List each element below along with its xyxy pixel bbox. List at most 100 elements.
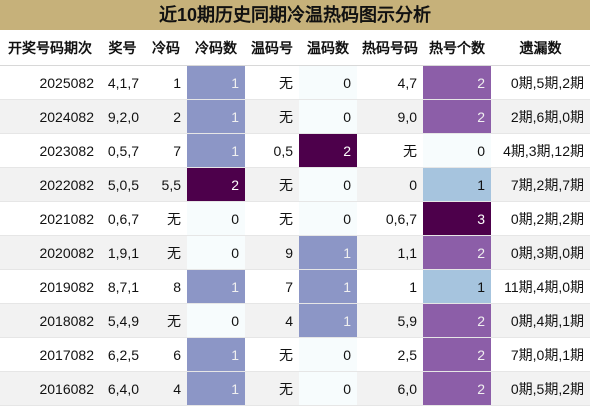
cell-hot-count: 2	[423, 303, 491, 338]
cell-cold-count: 0	[187, 235, 245, 270]
cell-hot: 无	[357, 133, 423, 168]
cell-cold-count: 1	[187, 65, 245, 100]
header-warm: 温码号	[245, 30, 299, 66]
cell-warm: 无	[245, 201, 299, 236]
table-row: 2025082 4,1,7 1 1 无 0 4,7 2 0期,5期,2期	[0, 65, 590, 100]
cell-hot: 9,0	[357, 99, 423, 134]
cell-cold: 4	[145, 371, 187, 406]
cell-cold: 无	[145, 201, 187, 236]
table-row: 2021082 0,6,7 无 0 无 0 0,6,7 3 0期,2期,2期	[0, 201, 590, 236]
cell-hot-count: 1	[423, 167, 491, 202]
cell-warm: 7	[245, 269, 299, 304]
cell-number: 6,2,5	[100, 337, 145, 372]
cell-miss: 7期,2期,7期	[491, 167, 590, 202]
header-row: 开奖号码期次 奖号 冷码 冷码数 温码号 温码数 热码号码 热号个数 遗漏数	[0, 30, 590, 66]
cell-miss: 4期,3期,12期	[491, 133, 590, 168]
table-row: 2019082 8,7,1 8 1 7 1 1 1 11期,4期,0期	[0, 269, 590, 304]
cell-number: 9,2,0	[100, 99, 145, 134]
cell-period: 2025082	[0, 65, 100, 100]
cell-warm-count: 1	[299, 269, 357, 304]
table-body: 2025082 4,1,7 1 1 无 0 4,7 2 0期,5期,2期 2024082 9,2,0…	[0, 65, 590, 406]
cell-cold-count: 1	[187, 269, 245, 304]
cell-warm-count: 0	[299, 99, 357, 134]
cell-miss: 7期,0期,1期	[491, 337, 590, 372]
cell-warm-count: 0	[299, 337, 357, 372]
header-warm-count: 温码数	[299, 30, 357, 66]
header-hot: 热码号码	[357, 30, 423, 66]
cell-cold: 无	[145, 303, 187, 338]
cell-number: 8,7,1	[100, 269, 145, 304]
cell-hot: 5,9	[357, 303, 423, 338]
cell-warm-count: 0	[299, 167, 357, 202]
cell-cold-count: 0	[187, 201, 245, 236]
cell-period: 2021082	[0, 201, 100, 236]
cell-period: 2024082	[0, 99, 100, 134]
cell-cold-count: 2	[187, 167, 245, 202]
cell-warm: 无	[245, 371, 299, 406]
cell-hot: 2,5	[357, 337, 423, 372]
cell-hot: 1,1	[357, 235, 423, 270]
cell-warm-count: 1	[299, 235, 357, 270]
cell-cold-count: 1	[187, 371, 245, 406]
cell-miss: 0期,4期,1期	[491, 303, 590, 338]
cell-warm: 9	[245, 235, 299, 270]
cell-warm: 无	[245, 167, 299, 202]
table-row: 2017082 6,2,5 6 1 无 0 2,5 2 7期,0期,1期	[0, 337, 590, 372]
cell-miss: 0期,5期,2期	[491, 65, 590, 100]
cell-warm: 无	[245, 99, 299, 134]
cell-period: 2017082	[0, 337, 100, 372]
cell-period: 2018082	[0, 303, 100, 338]
header-hot-count: 热号个数	[423, 30, 491, 66]
cell-period: 2019082	[0, 269, 100, 304]
cell-period: 2020082	[0, 235, 100, 270]
header-miss: 遗漏数	[491, 30, 590, 66]
header-cold: 冷码	[145, 30, 187, 66]
cell-number: 0,6,7	[100, 201, 145, 236]
cell-warm-count: 1	[299, 303, 357, 338]
cell-hot: 4,7	[357, 65, 423, 100]
cell-hot-count: 0	[423, 133, 491, 168]
table-row: 2022082 5,0,5 5,5 2 无 0 0 1 7期,2期,7期	[0, 167, 590, 202]
table-row: 2016082 6,4,0 4 1 无 0 6,0 2 0期,5期,2期	[0, 371, 590, 406]
cell-warm-count: 0	[299, 65, 357, 100]
cell-warm: 无	[245, 65, 299, 100]
header-number: 奖号	[100, 30, 145, 66]
cell-cold: 2	[145, 99, 187, 134]
cell-cold-count: 1	[187, 133, 245, 168]
cell-hot-count: 1	[423, 269, 491, 304]
table-row: 2020082 1,9,1 无 0 9 1 1,1 2 0期,3期,0期	[0, 235, 590, 270]
cell-miss: 2期,6期,0期	[491, 99, 590, 134]
table-row: 2024082 9,2,0 2 1 无 0 9,0 2 2期,6期,0期	[0, 99, 590, 134]
cell-hot-count: 2	[423, 337, 491, 372]
cell-cold: 5,5	[145, 167, 187, 202]
cell-hot-count: 2	[423, 371, 491, 406]
cell-hot: 0	[357, 167, 423, 202]
cell-hot: 0,6,7	[357, 201, 423, 236]
cell-number: 1,9,1	[100, 235, 145, 270]
cell-number: 6,4,0	[100, 371, 145, 406]
cell-number: 5,4,9	[100, 303, 145, 338]
cell-miss: 0期,3期,0期	[491, 235, 590, 270]
cell-number: 5,0,5	[100, 167, 145, 202]
table-row: 2023082 0,5,7 7 1 0,5 2 无 0 4期,3期,12期	[0, 133, 590, 168]
cell-cold: 6	[145, 337, 187, 372]
cell-period: 2023082	[0, 133, 100, 168]
cell-cold-count: 1	[187, 99, 245, 134]
cell-period: 2022082	[0, 167, 100, 202]
cell-hot-count: 2	[423, 99, 491, 134]
cell-cold-count: 0	[187, 303, 245, 338]
cell-cold-count: 1	[187, 337, 245, 372]
header-period: 开奖号码期次	[0, 30, 100, 66]
cell-warm-count: 2	[299, 133, 357, 168]
cell-period: 2016082	[0, 371, 100, 406]
cell-cold: 1	[145, 65, 187, 100]
cell-hot-count: 3	[423, 201, 491, 236]
cell-warm: 无	[245, 337, 299, 372]
cell-number: 4,1,7	[100, 65, 145, 100]
cell-hot: 1	[357, 269, 423, 304]
cell-cold: 7	[145, 133, 187, 168]
cell-cold: 8	[145, 269, 187, 304]
cell-hot: 6,0	[357, 371, 423, 406]
cell-warm-count: 0	[299, 371, 357, 406]
cell-number: 0,5,7	[100, 133, 145, 168]
